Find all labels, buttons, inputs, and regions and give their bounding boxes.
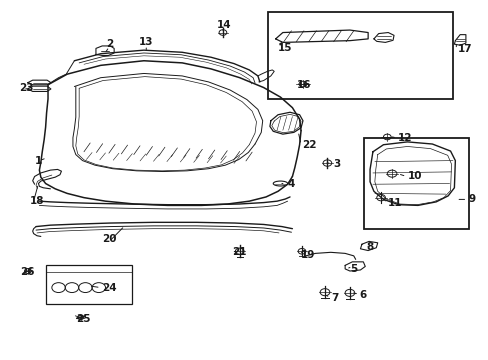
Text: 7: 7 (330, 293, 337, 303)
Bar (267, 12, 452, 99)
Text: 1: 1 (35, 156, 42, 166)
Text: 19: 19 (300, 250, 314, 260)
Ellipse shape (273, 181, 287, 186)
Text: 14: 14 (217, 20, 231, 30)
Text: 9: 9 (468, 194, 475, 204)
Text: 15: 15 (278, 43, 292, 53)
Text: 11: 11 (387, 198, 402, 208)
Text: 16: 16 (297, 80, 311, 90)
Text: 22: 22 (302, 140, 316, 150)
Text: 13: 13 (139, 37, 153, 48)
Text: 5: 5 (349, 264, 356, 274)
Text: 4: 4 (287, 179, 294, 189)
Text: 6: 6 (359, 290, 366, 300)
Text: 10: 10 (407, 171, 421, 181)
Bar (364, 138, 468, 229)
Text: 12: 12 (397, 133, 411, 143)
Text: 20: 20 (102, 234, 116, 244)
Text: 25: 25 (76, 314, 90, 324)
Text: 17: 17 (457, 45, 471, 54)
Bar (45, 265, 132, 304)
Text: 18: 18 (30, 196, 45, 206)
Text: 24: 24 (102, 283, 116, 293)
Text: 26: 26 (20, 267, 35, 277)
Text: 23: 23 (19, 83, 34, 93)
Text: 21: 21 (232, 247, 246, 257)
Text: 2: 2 (105, 39, 113, 49)
Text: 8: 8 (366, 242, 373, 252)
Text: 3: 3 (332, 159, 340, 169)
